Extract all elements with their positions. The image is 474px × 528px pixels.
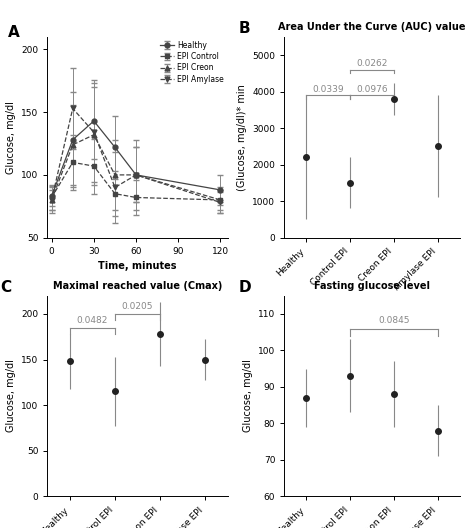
Y-axis label: Glucose, mg/dl: Glucose, mg/dl [6,101,16,174]
Text: B: B [239,21,250,36]
X-axis label: Time, minutes: Time, minutes [98,261,177,271]
Text: C: C [0,280,12,295]
Y-axis label: Glucose, mg/dl: Glucose, mg/dl [6,360,16,432]
Y-axis label: Glucose, mg/dl: Glucose, mg/dl [243,360,253,432]
Text: D: D [239,280,251,295]
Text: 0.0976: 0.0976 [356,84,388,93]
Title: Maximal reached value (Cmax): Maximal reached value (Cmax) [53,281,222,291]
Text: 0.0845: 0.0845 [378,316,410,325]
Text: 0.0262: 0.0262 [356,59,388,68]
Text: 0.0339: 0.0339 [312,84,344,93]
Text: 0.0482: 0.0482 [77,316,108,325]
Y-axis label: (Glucose, mg/dl)* min: (Glucose, mg/dl)* min [237,84,247,191]
Title: Area Under the Curve (AUC) value: Area Under the Curve (AUC) value [278,22,466,32]
Legend: Healthy, EPI Control, EPI Creon, EPI Amylase: Healthy, EPI Control, EPI Creon, EPI Amy… [160,41,224,83]
Text: A: A [8,25,19,40]
Title: Fasting glucose level: Fasting glucose level [314,281,430,291]
Text: 0.0205: 0.0205 [122,302,153,311]
